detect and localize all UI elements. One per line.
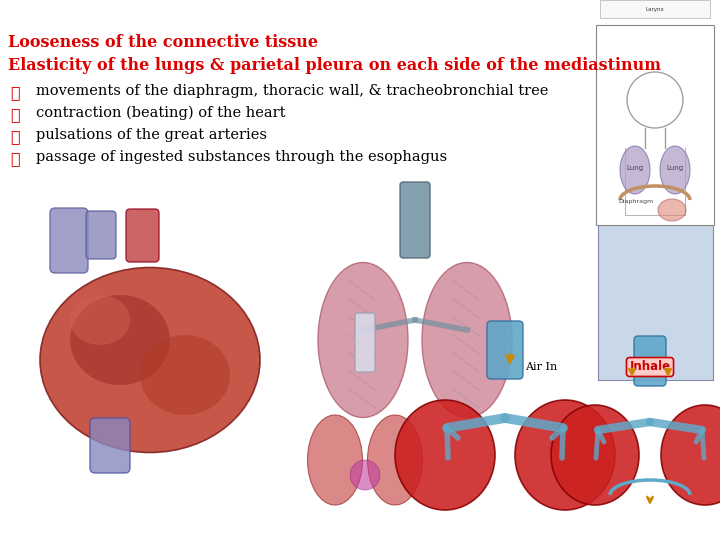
Text: Air In: Air In [525, 362, 557, 372]
Text: Lung: Lung [667, 165, 683, 171]
Text: ❖: ❖ [10, 106, 19, 123]
FancyBboxPatch shape [598, 225, 713, 380]
Text: Inhale: Inhale [629, 361, 670, 374]
Text: ❖: ❖ [10, 84, 19, 101]
Ellipse shape [660, 146, 690, 194]
FancyBboxPatch shape [86, 211, 116, 259]
FancyBboxPatch shape [596, 25, 714, 225]
Ellipse shape [70, 295, 170, 385]
Ellipse shape [661, 405, 720, 505]
Ellipse shape [620, 146, 650, 194]
FancyBboxPatch shape [126, 209, 159, 262]
Ellipse shape [70, 295, 130, 345]
Text: contraction (beating) of the heart: contraction (beating) of the heart [36, 106, 286, 120]
FancyBboxPatch shape [487, 321, 523, 379]
FancyBboxPatch shape [400, 182, 430, 258]
FancyBboxPatch shape [600, 0, 710, 18]
Text: Lung: Lung [626, 165, 644, 171]
Ellipse shape [551, 405, 639, 505]
Text: Looseness of the connective tissue: Looseness of the connective tissue [8, 34, 318, 51]
Ellipse shape [350, 460, 380, 490]
Text: Diaphragm: Diaphragm [618, 199, 653, 205]
Ellipse shape [395, 400, 495, 510]
Ellipse shape [515, 400, 615, 510]
FancyBboxPatch shape [50, 208, 88, 273]
FancyBboxPatch shape [90, 418, 130, 473]
Text: ❖: ❖ [10, 150, 19, 167]
Ellipse shape [367, 415, 423, 505]
Text: passage of ingested substances through the esophagus: passage of ingested substances through t… [36, 150, 447, 164]
Ellipse shape [140, 335, 230, 415]
Ellipse shape [307, 415, 362, 505]
Text: movements of the diaphragm, thoracic wall, & tracheobronchial tree: movements of the diaphragm, thoracic wal… [36, 84, 549, 98]
Text: Elasticity of the lungs & parietal pleura on each side of the mediastinum: Elasticity of the lungs & parietal pleur… [8, 57, 661, 74]
Text: Larynx: Larynx [646, 6, 665, 11]
Text: ❖: ❖ [10, 128, 19, 145]
FancyBboxPatch shape [634, 336, 666, 386]
Ellipse shape [658, 199, 686, 221]
Ellipse shape [40, 267, 260, 453]
Ellipse shape [422, 262, 512, 417]
Text: pulsations of the great arteries: pulsations of the great arteries [36, 128, 267, 142]
Ellipse shape [318, 262, 408, 417]
FancyBboxPatch shape [355, 313, 375, 372]
